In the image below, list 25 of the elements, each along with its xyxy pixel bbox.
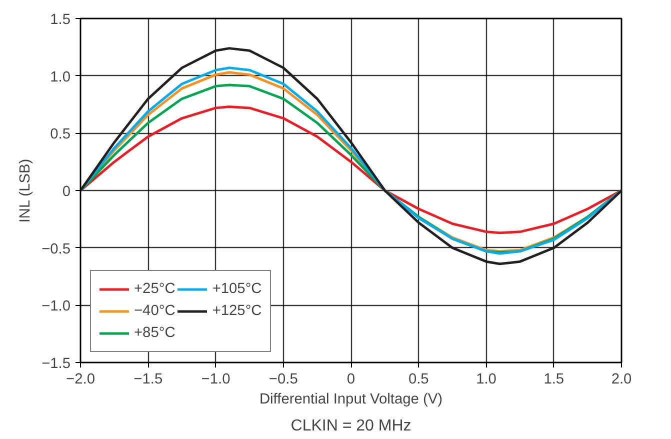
- x-tick-label: −2.0: [66, 372, 95, 388]
- legend-label: +125°C: [212, 303, 262, 319]
- x-tick-label: −0.5: [268, 372, 298, 388]
- text: CLKIN = 20 MHz: [290, 418, 412, 434]
- line-series: [80, 106, 622, 234]
- legend-label: +25°C: [134, 281, 176, 297]
- x-tick-label: 1.0: [476, 372, 496, 388]
- y-tick-label: 1.0: [50, 69, 70, 86]
- y-tick-label: 1.5: [50, 12, 70, 28]
- x-tick-label: −1.5: [134, 372, 163, 388]
- y-axis-title: INL (LSB): [18, 158, 34, 223]
- x-tick-label: 0: [346, 372, 356, 388]
- y-tick-label: 0: [62, 184, 71, 200]
- y-tick-label: −0.5: [42, 241, 71, 258]
- legend-label: +85°C: [134, 325, 176, 341]
- legend-label: +105°C: [212, 281, 262, 297]
- y-tick-label: −1.0: [42, 298, 71, 315]
- x-tick-label: −1.0: [201, 372, 230, 388]
- y-tick-label: 0.5: [50, 126, 70, 143]
- legend-label: −40°C: [134, 303, 176, 319]
- y-tick-label: −1.5: [42, 356, 71, 372]
- x-axis-title: Differential Input Voltage (V): [259, 392, 443, 408]
- x-tick-label: 2.0: [611, 372, 632, 388]
- x-tick-label: 1.5: [544, 372, 564, 388]
- x-tick-label: 0.5: [408, 372, 429, 388]
